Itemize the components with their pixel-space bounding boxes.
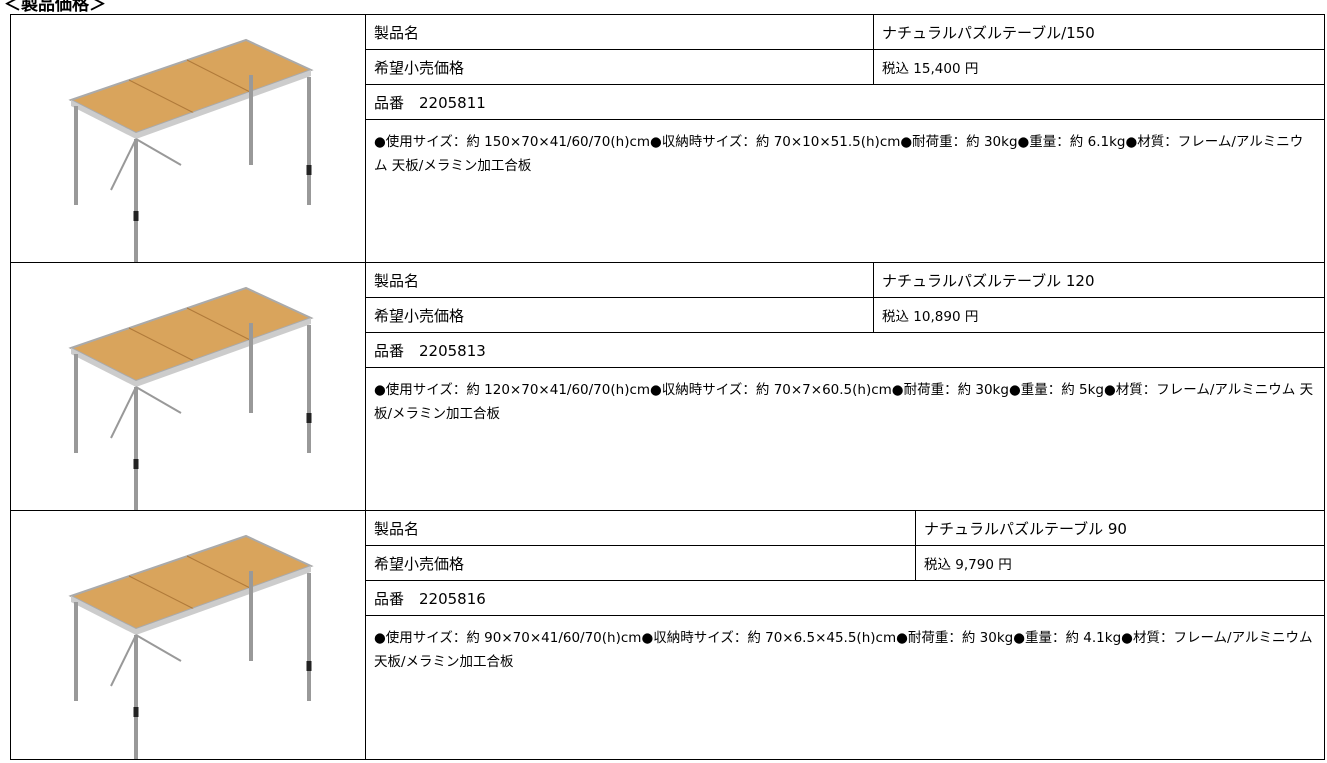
product-image (68, 286, 314, 511)
product-row: 製品名 ナチュラルパズルテーブル 120 希望小売価格 税込 10,890 円品番 2… (10, 262, 1325, 511)
name-label: 製品名 (366, 15, 874, 50)
image-cell (11, 511, 366, 759)
product-code: 品番 2205811 (366, 85, 1324, 120)
price: 税込 15,400 円 (874, 50, 1324, 85)
price-label: 希望小売価格 (366, 298, 874, 333)
product-row: 製品名 ナチュラルパズルテーブル 90 希望小売価格 税込 9,790 円品番 220… (10, 510, 1325, 760)
product-name: ナチュラルパズルテーブル 120 (874, 263, 1324, 298)
section-title: ＜製品価格＞ (4, 0, 106, 15)
price-label: 希望小売価格 (366, 546, 916, 581)
product-image (68, 38, 314, 263)
description: ●使用サイズ：約 90×70×41/60/70(h)cm●収納時サイズ：約 70… (374, 630, 1313, 670)
price: 税込 9,790 円 (916, 546, 1324, 581)
product-image (68, 534, 314, 759)
price-label: 希望小売価格 (366, 50, 874, 85)
name-label: 製品名 (366, 263, 874, 298)
product-name: ナチュラルパズルテーブル/150 (874, 15, 1324, 50)
product-code: 品番 2205816 (366, 581, 1324, 616)
product-name: ナチュラルパズルテーブル 90 (916, 511, 1324, 546)
product-row: 製品名 ナチュラルパズルテーブル/150 希望小売価格 税込 15,400 円品番 2… (10, 14, 1325, 263)
name-label: 製品名 (366, 511, 916, 546)
product-code: 品番 2205813 (366, 333, 1324, 368)
price: 税込 10,890 円 (874, 298, 1324, 333)
description: ●使用サイズ：約 150×70×41/60/70(h)cm●収納時サイズ：約 7… (374, 134, 1304, 174)
image-cell (11, 15, 366, 263)
description: ●使用サイズ：約 120×70×41/60/70(h)cm●収納時サイズ：約 7… (374, 382, 1314, 422)
image-cell (11, 263, 366, 511)
